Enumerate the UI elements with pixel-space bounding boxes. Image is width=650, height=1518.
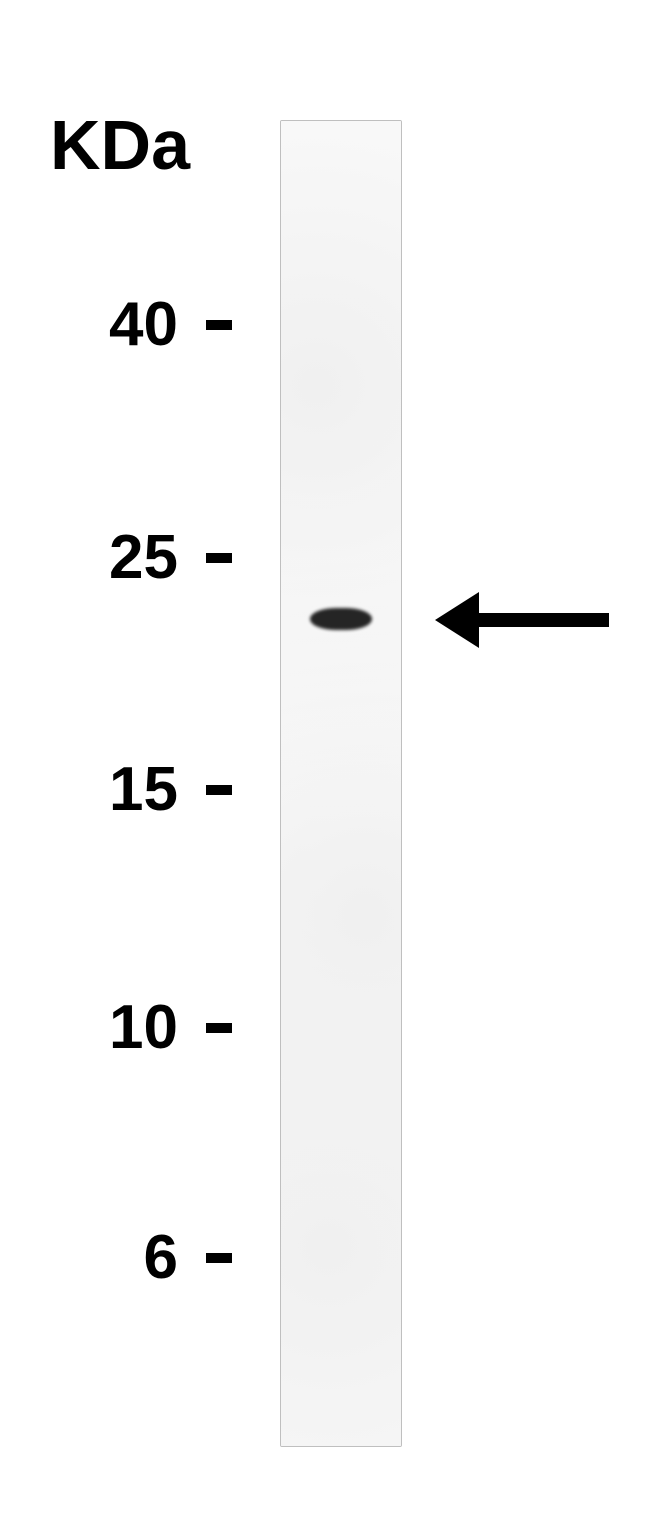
marker-tick-10 xyxy=(206,1023,232,1033)
marker-label-15: 15 xyxy=(109,754,178,825)
marker-tick-15 xyxy=(206,785,232,795)
marker-tick-6 xyxy=(206,1253,232,1263)
marker-label-25: 25 xyxy=(109,522,178,593)
band-arrow-icon xyxy=(430,587,614,653)
marker-label-40: 40 xyxy=(109,289,178,360)
protein-band xyxy=(310,608,372,630)
marker-tick-40 xyxy=(206,320,232,330)
marker-tick-25 xyxy=(206,553,232,563)
marker-label-10: 10 xyxy=(109,992,178,1063)
lane-background xyxy=(281,121,401,1446)
blot-lane xyxy=(280,120,402,1447)
unit-label: KDa xyxy=(50,105,190,185)
marker-label-6: 6 xyxy=(144,1222,178,1293)
